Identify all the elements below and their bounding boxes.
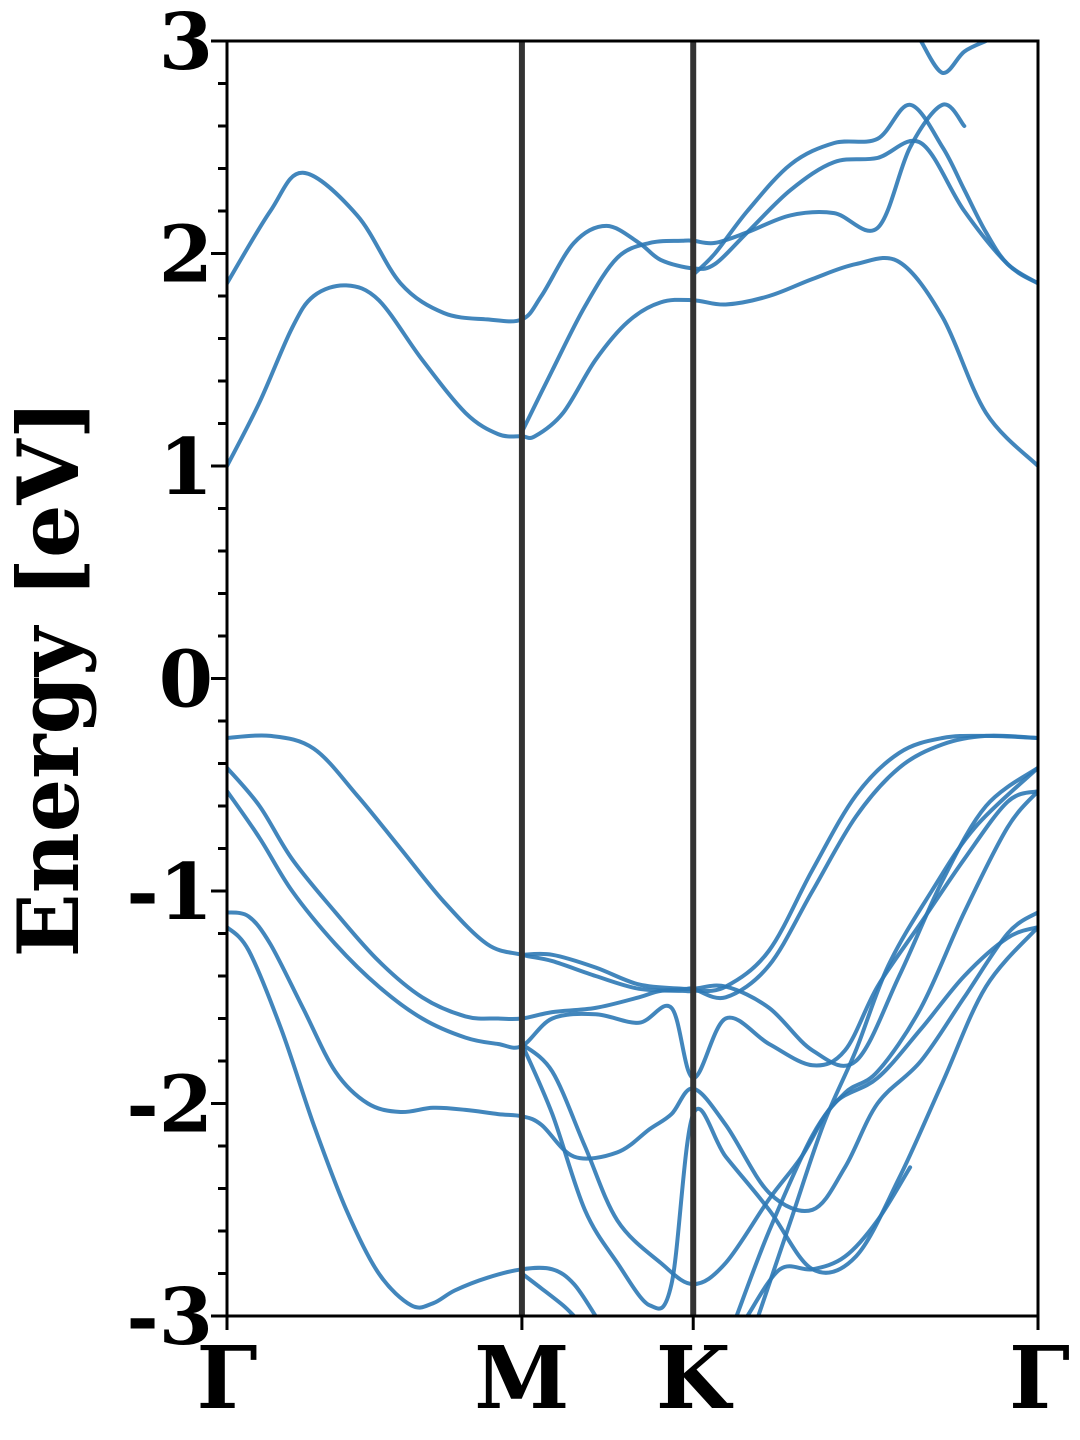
y-tick-label: 0 bbox=[159, 635, 213, 726]
band-line-10 bbox=[227, 910, 1038, 1213]
band-line-4 bbox=[691, 102, 1038, 286]
y-axis-label: Energy [eV] bbox=[0, 400, 98, 958]
band-lines bbox=[227, 41, 1038, 1316]
band-line-12 bbox=[519, 1271, 576, 1316]
y-axis-ticks: -3 -2 -1 0 1 2 3 bbox=[126, 0, 227, 1363]
band-line-17 bbox=[756, 765, 1038, 1316]
x-tick-label-Γ: Γ bbox=[1009, 1328, 1070, 1429]
band-line-8 bbox=[227, 765, 1038, 1068]
y-tick-label: -1 bbox=[126, 847, 213, 938]
y-tick-label: 3 bbox=[159, 0, 213, 88]
band-line-11 bbox=[227, 925, 598, 1316]
band-line-16 bbox=[734, 789, 1038, 1316]
y-tick-label: -2 bbox=[126, 1060, 213, 1151]
band-line-2 bbox=[227, 256, 1038, 468]
x-tick-label-M: M bbox=[474, 1328, 569, 1429]
plot-frame bbox=[225, 39, 1040, 1318]
y-tick-label: -3 bbox=[126, 1272, 213, 1363]
band-line-15 bbox=[745, 1165, 913, 1316]
y-tick-label: 1 bbox=[159, 422, 213, 513]
band-line-6 bbox=[227, 733, 1038, 994]
high-symmetry-lines bbox=[518, 41, 697, 1316]
y-tick-label: 2 bbox=[159, 210, 213, 301]
band-line-7 bbox=[519, 733, 1038, 1001]
band-line-5 bbox=[918, 41, 988, 75]
band-line-14 bbox=[519, 925, 1038, 1311]
band-line-3 bbox=[519, 102, 967, 434]
x-tick-label-K: K bbox=[656, 1328, 734, 1429]
band-line-9 bbox=[227, 789, 1038, 1080]
x-tick-label-Γ: Γ bbox=[196, 1328, 257, 1429]
band-line-13 bbox=[519, 925, 1038, 1287]
band-line-1 bbox=[227, 138, 1038, 324]
